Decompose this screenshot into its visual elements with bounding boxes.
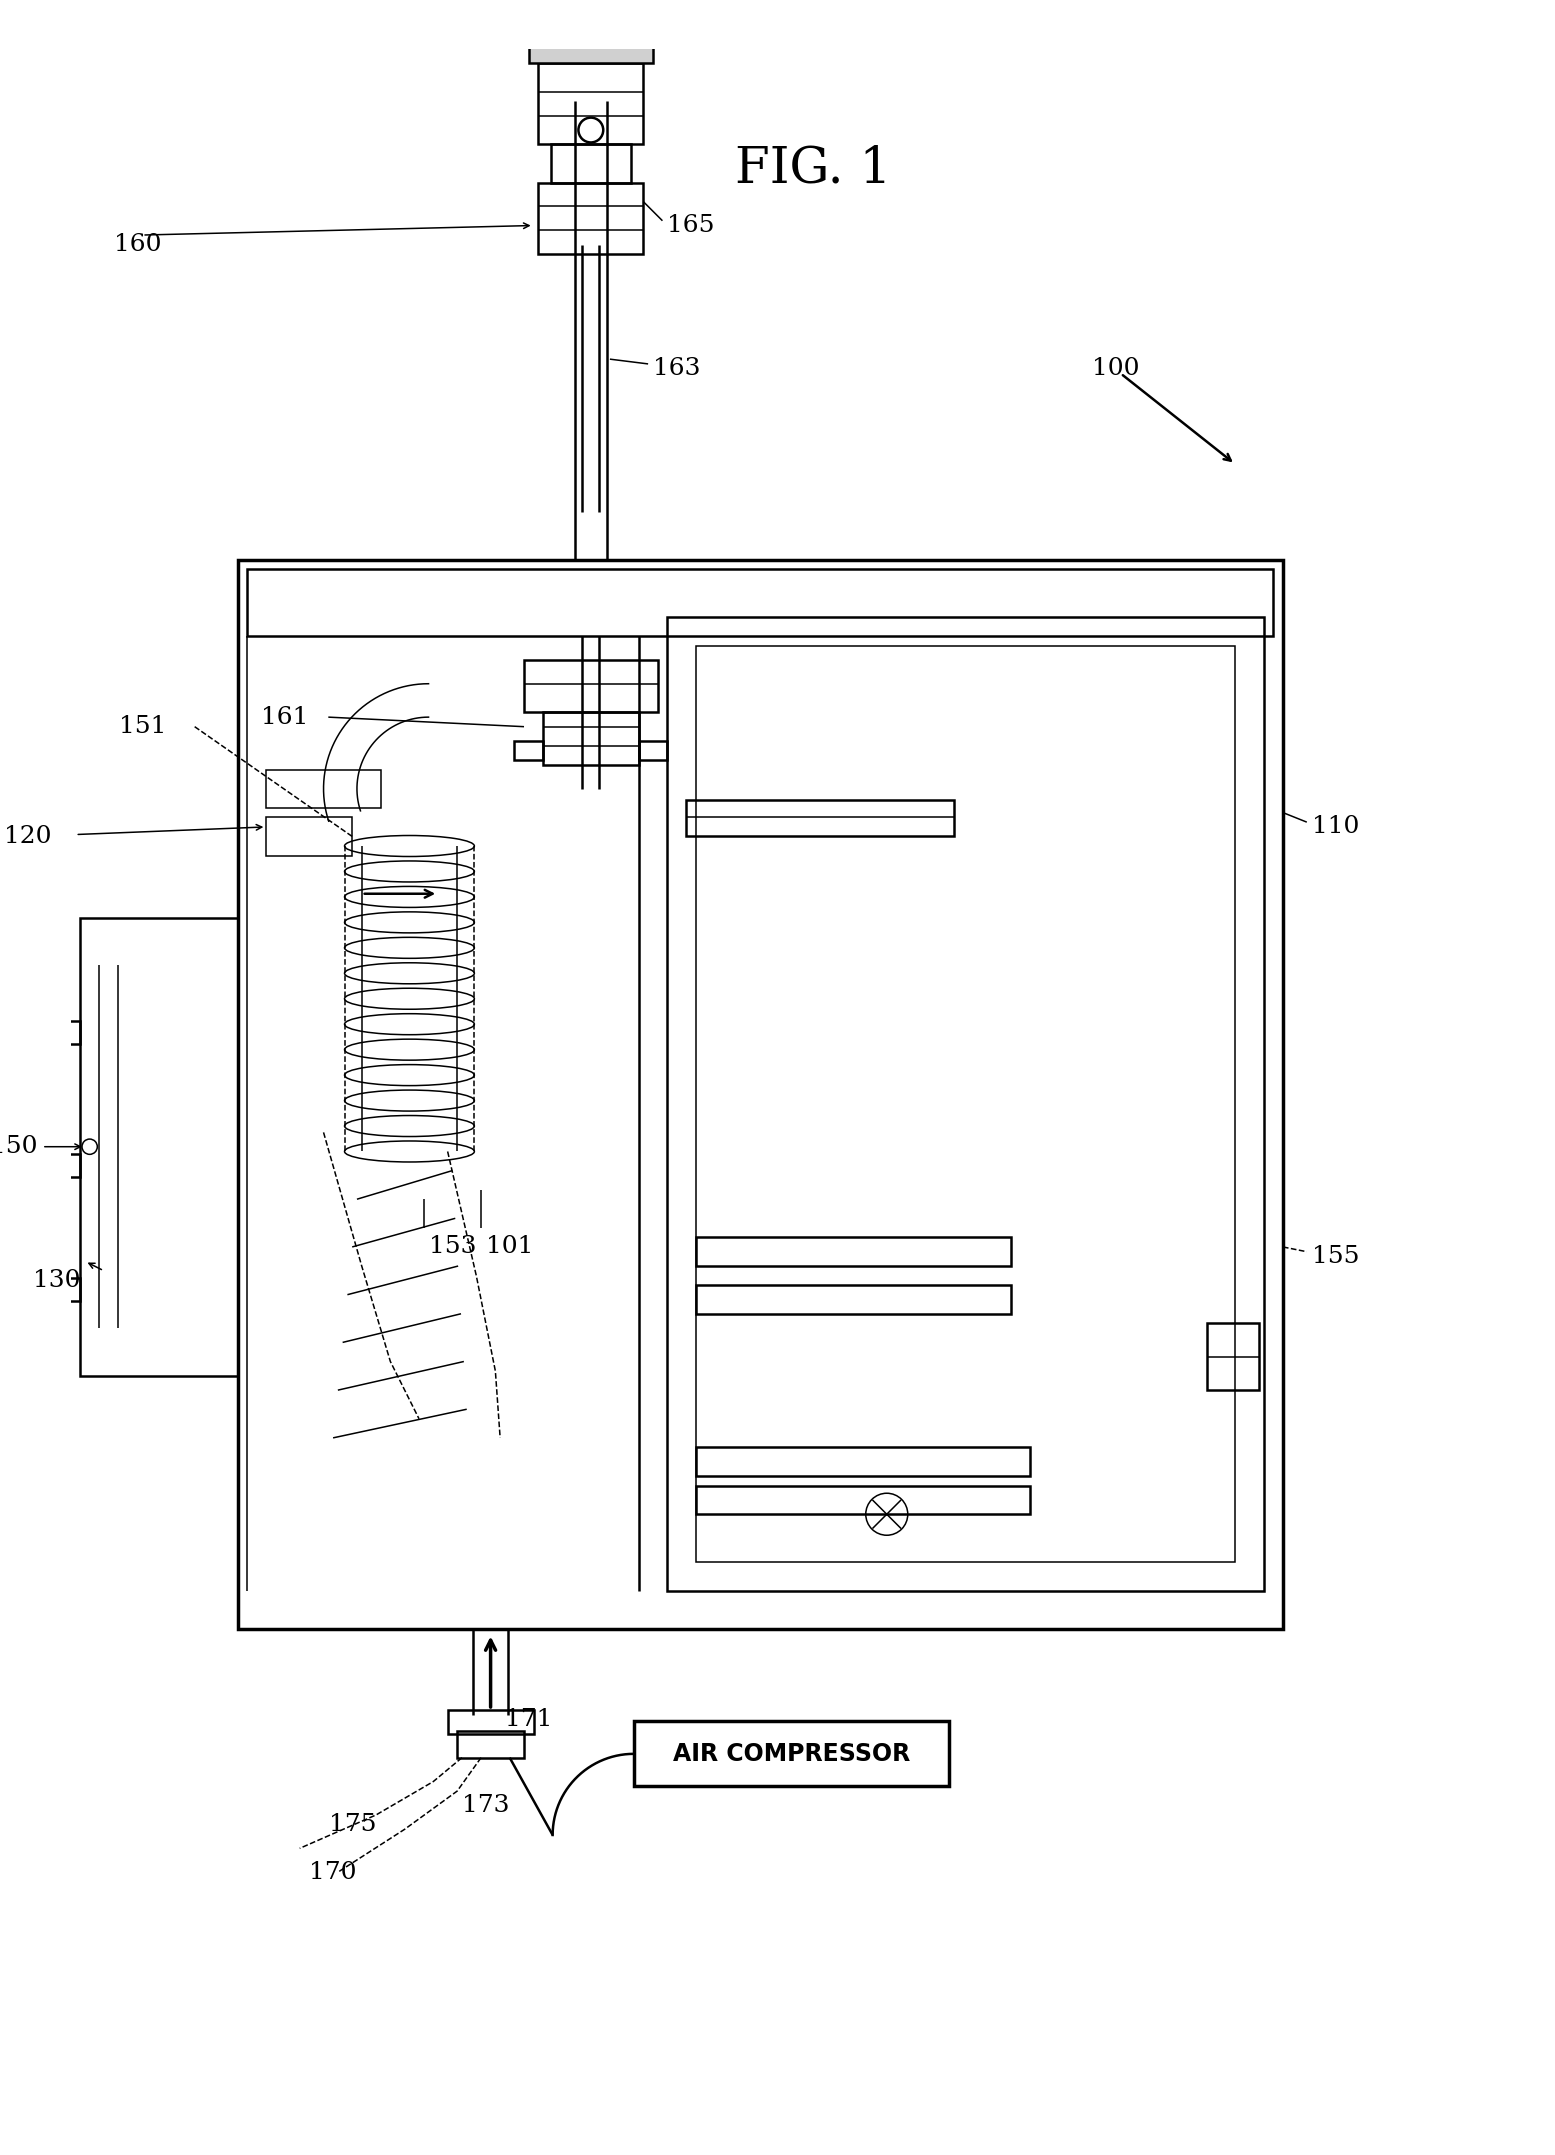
Bar: [639, 741, 667, 761]
Text: 151: 151: [118, 715, 166, 739]
Text: FIG. 1: FIG. 1: [734, 144, 891, 194]
Bar: [538, 62, 644, 144]
Text: 101: 101: [485, 1235, 533, 1259]
Bar: [529, 34, 653, 62]
Text: AIR COMPRESSOR: AIR COMPRESSOR: [673, 1741, 910, 1765]
Circle shape: [625, 22, 633, 30]
Bar: [543, 713, 639, 765]
Bar: [28, 1021, 81, 1043]
Circle shape: [549, 22, 557, 30]
Text: 110: 110: [1311, 815, 1359, 838]
Bar: [81, 918, 238, 1375]
Circle shape: [544, 17, 561, 34]
Bar: [695, 1485, 1029, 1515]
Text: 171: 171: [505, 1709, 552, 1730]
Bar: [515, 741, 543, 761]
Bar: [634, 1722, 949, 1786]
Bar: [28, 1278, 81, 1302]
Bar: [686, 800, 953, 836]
Circle shape: [620, 17, 638, 34]
Bar: [695, 1448, 1029, 1476]
Text: 170: 170: [309, 1860, 358, 1883]
Bar: [28, 1155, 81, 1177]
Text: 163: 163: [653, 358, 700, 379]
Text: 100: 100: [1092, 358, 1140, 379]
Text: 120: 120: [5, 825, 51, 847]
Bar: [448, 1709, 533, 1735]
Text: 150: 150: [0, 1136, 37, 1157]
Bar: [238, 560, 1283, 1629]
Bar: [695, 646, 1235, 1562]
Text: 173: 173: [462, 1793, 510, 1817]
Text: 153: 153: [429, 1235, 476, 1259]
Bar: [457, 1730, 524, 1758]
Text: 161: 161: [261, 705, 309, 728]
Bar: [247, 569, 1274, 636]
Bar: [266, 817, 351, 856]
Text: 160: 160: [114, 233, 162, 256]
Bar: [1207, 1323, 1260, 1390]
Bar: [667, 616, 1264, 1590]
Bar: [538, 183, 644, 254]
Bar: [550, 144, 631, 183]
Text: 165: 165: [667, 213, 715, 237]
Bar: [266, 769, 381, 808]
Text: 130: 130: [33, 1269, 81, 1291]
Bar: [529, 17, 653, 34]
Bar: [524, 659, 658, 713]
Bar: [695, 1237, 1011, 1265]
Text: 155: 155: [1311, 1246, 1359, 1267]
Text: 175: 175: [328, 1812, 376, 1836]
Bar: [695, 1284, 1011, 1315]
